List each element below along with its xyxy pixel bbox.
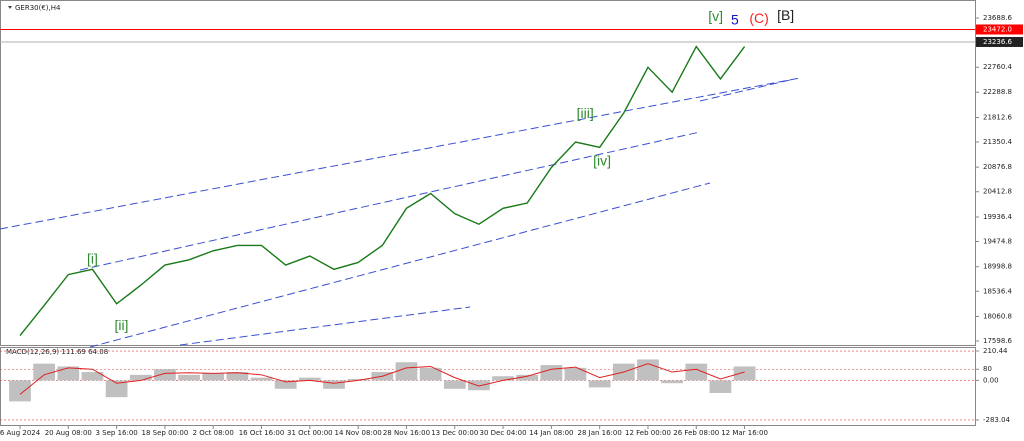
- y-tick-label: 23688.6: [983, 14, 1012, 22]
- y-tick-label: 22288.8: [983, 88, 1012, 96]
- x-tick-label: 20 Aug 08:00: [45, 429, 92, 437]
- x-tick-label: 6 Aug 2024: [0, 429, 41, 437]
- price-line-series: [19, 45, 746, 337]
- y-tick-label: 17598.6: [983, 337, 1012, 345]
- macd-bar: [709, 380, 732, 393]
- y-tick-label: 22760.4: [983, 63, 1012, 71]
- macd-tick-label: 80: [983, 365, 992, 373]
- x-tick-label: 26 Feb 08:00: [673, 429, 719, 437]
- macd-bar: [202, 373, 225, 381]
- x-tick-label: 12 Feb 00:00: [625, 429, 671, 437]
- macd-bar: [154, 369, 176, 381]
- x-tick-label: 12 Mar 16:00: [721, 429, 768, 437]
- x-tick-label: 16 Oct 16:00: [239, 429, 285, 437]
- price-label: 23236.6: [983, 38, 1012, 46]
- wave-label: (C): [749, 10, 768, 26]
- macd-tick-label: 210.44: [983, 347, 1008, 355]
- y-tick-label: 20876.8: [983, 163, 1012, 171]
- macd-bar: [637, 359, 659, 381]
- macd-bar: [274, 380, 297, 389]
- macd-bar: [81, 372, 104, 381]
- macd-bar: [129, 374, 152, 381]
- macd-tick-label: 0.00: [983, 376, 999, 384]
- macd-bar: [564, 367, 587, 381]
- macd-bar: [323, 380, 345, 389]
- trend-lines: [0, 77, 801, 348]
- wave-label: [iv]: [593, 152, 611, 168]
- macd-bar: [57, 366, 80, 381]
- macd-bar: [105, 380, 128, 398]
- x-tick-label: 14 Nov 08:00: [335, 429, 382, 437]
- menu-icon: [8, 6, 12, 9]
- x-tick-label: 28 Jan 16:00: [578, 429, 622, 437]
- macd-bar: [443, 380, 466, 389]
- wave-label: [ii]: [114, 317, 128, 333]
- wave-label: [B]: [777, 7, 794, 23]
- main-frame: [0, 0, 976, 346]
- macd-tick-label: -283.04: [983, 416, 1011, 424]
- x-tick-label: 30 Dec 04:00: [480, 429, 527, 437]
- macd-bar: [419, 367, 442, 381]
- price-label-box: [976, 36, 1023, 47]
- x-tick-label: 28 Nov 16:00: [383, 429, 430, 437]
- x-tick-label: 2 Oct 08:00: [193, 429, 234, 437]
- wave-label: [v]: [708, 8, 723, 24]
- macd-bar: [178, 374, 200, 381]
- macd-bar: [250, 377, 273, 381]
- macd-bar: [395, 362, 418, 381]
- wave-label: [i]: [87, 250, 98, 266]
- x-tick-label: 13 Dec 00:00: [431, 429, 478, 437]
- macd-bar: [733, 366, 756, 381]
- macd-bar: [540, 365, 563, 381]
- y-tick-label: 20412.8: [983, 188, 1012, 196]
- x-tick-label: 3 Sep 16:00: [95, 429, 137, 437]
- macd-bar: [492, 376, 514, 381]
- x-tick-label: 31 Oct 00:00: [287, 429, 333, 437]
- y-tick-label: 18998.8: [983, 263, 1012, 271]
- x-tick-label: 14 Jan 08:00: [529, 429, 573, 437]
- macd-bar: [685, 363, 708, 381]
- macd-signal: [19, 363, 745, 395]
- macd-bar: [661, 380, 683, 384]
- macd-bar: [33, 363, 56, 381]
- macd-bar: [347, 379, 370, 381]
- y-tick-label: 18536.4: [983, 287, 1012, 295]
- wave-label: 5: [731, 11, 739, 27]
- y-tick-label: 21812.6: [983, 113, 1012, 121]
- y-tick-label: 19936.4: [983, 213, 1012, 221]
- y-tick-label: 18060.8: [983, 312, 1012, 320]
- x-tick-label: 18 Sep 00:00: [142, 429, 189, 437]
- macd-bar: [9, 380, 31, 402]
- macd-bar: [588, 380, 611, 388]
- chart-title: GER30(€),H4: [15, 4, 61, 12]
- macd-frame: [0, 347, 976, 426]
- y-tick-label: 21350.4: [983, 138, 1012, 146]
- wave-label: [iii]: [577, 105, 594, 121]
- macd-bar: [226, 372, 249, 381]
- macd-bar: [468, 380, 490, 391]
- macd-bar: [298, 377, 321, 381]
- price-label-box: [976, 24, 1023, 35]
- price-label: 23472.0: [983, 25, 1012, 33]
- y-tick-label: 19474.8: [983, 237, 1012, 245]
- macd-bar: [516, 374, 539, 381]
- macd-title: MACD(12,26,9) 111.69 64.08: [6, 348, 108, 356]
